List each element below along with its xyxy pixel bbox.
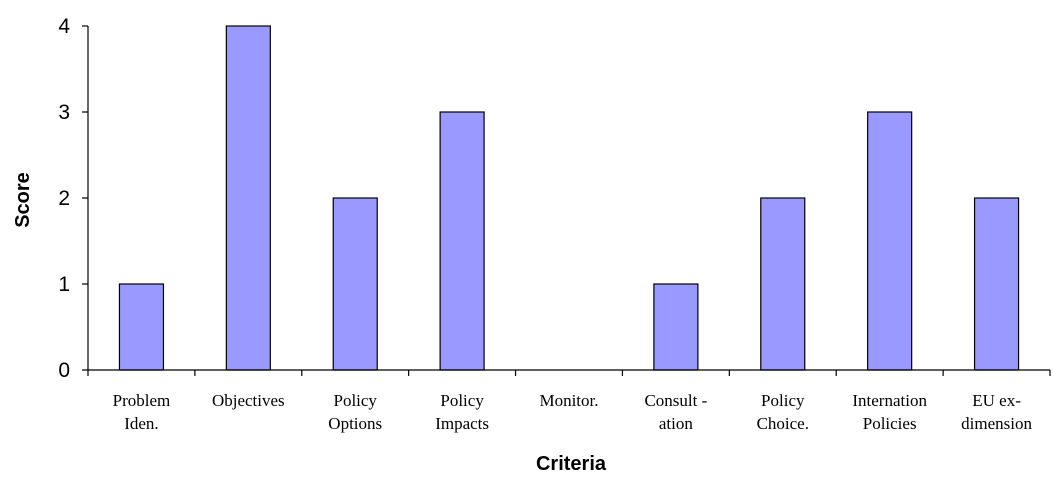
x-category-label: Monitor.	[539, 391, 598, 410]
y-axis-ticks: 0 1 2 3 4	[58, 15, 88, 382]
y-tick-label: 4	[58, 15, 70, 38]
x-category-label: EU ex-dimension	[961, 391, 1032, 433]
x-category-label: Problem Iden.	[113, 391, 171, 433]
y-tick-label: 2	[58, 187, 70, 210]
y-tick-label: 1	[58, 273, 70, 296]
bar	[225, 25, 271, 371]
x-axis-category-labels: Problem Iden. Objectives Policy Options Polic…	[113, 391, 1033, 433]
x-category-label: Internation Policies	[852, 391, 927, 433]
x-category-label: Policy Choice.	[757, 391, 809, 433]
bar	[439, 111, 485, 371]
x-category-label: Policy Options	[328, 391, 382, 433]
bar	[867, 111, 913, 371]
y-tick-label: 3	[58, 101, 70, 124]
bar	[332, 197, 378, 371]
x-category-label: Objectives	[212, 391, 285, 410]
bar	[760, 197, 806, 371]
bar	[118, 283, 165, 371]
bar	[653, 283, 699, 371]
x-category-label: Consult -ation	[644, 391, 707, 433]
bar	[973, 197, 1020, 371]
x-axis-title: Criteria	[536, 453, 607, 475]
bars	[118, 25, 1020, 371]
y-tick-label: 0	[58, 359, 70, 382]
y-axis-title: Score	[12, 172, 34, 228]
x-category-label: Policy Impacts	[435, 391, 489, 433]
x-axis-ticks	[87, 370, 1051, 376]
